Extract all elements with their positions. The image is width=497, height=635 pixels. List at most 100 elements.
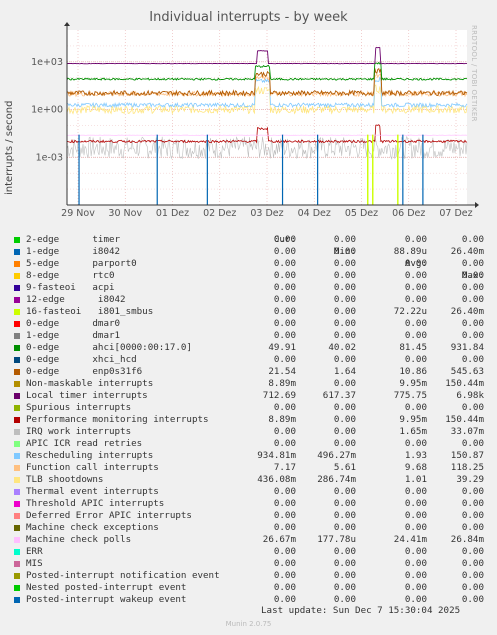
legend-max-value: 0.00 <box>461 354 484 365</box>
x-tick-label: 30 Nov <box>108 208 142 219</box>
legend-min-value: 0.00 <box>333 558 356 569</box>
legend-swatch <box>14 405 20 411</box>
legend-avg-value: 775.75 <box>393 390 427 401</box>
legend-avg-value: 0.00 <box>404 570 427 581</box>
legend-min-value: 0.00 <box>333 258 356 269</box>
legend-min-value: 617.37 <box>322 390 356 401</box>
legend-max-value: 0.00 <box>461 282 484 293</box>
legend-avg-value: 1.93 <box>404 450 427 461</box>
legend-swatch <box>14 453 20 459</box>
x-tick-label: 02 Dez <box>203 208 236 219</box>
legend-min-value: 0.00 <box>333 354 356 365</box>
x-axis-arrow <box>475 202 479 208</box>
legend-max-value: 0.00 <box>461 510 484 521</box>
legend-cur-value: 0.00 <box>273 330 296 341</box>
legend-row: Nested posted-interrupt event 0.00 0.00 0.0… <box>0 582 497 594</box>
legend-swatch <box>14 381 20 387</box>
series-perf-monitoring-line <box>66 124 468 144</box>
legend-cur-value: 0.00 <box>273 594 296 605</box>
legend-label: 0-edge enp0s31f6 <box>26 366 143 377</box>
last-update: Last update: Sun Dec 7 15:30:04 2025 <box>261 605 461 616</box>
legend-label: TLB shootdowns <box>26 474 104 485</box>
legend-min-value: 0.00 <box>333 438 356 449</box>
legend-swatch <box>14 321 20 327</box>
legend-min-value: 5.61 <box>333 462 356 473</box>
legend-row: 1-edge dmar1 0.00 0.00 0.00 0.00 <box>0 330 497 342</box>
legend-label: Performance monitoring interrupts <box>26 414 209 425</box>
legend-label: Nested posted-interrupt event <box>26 582 187 593</box>
legend-min-value: 177.78u <box>317 534 356 545</box>
legend-max-value: 26.40m <box>450 306 484 317</box>
legend-row: MIS 0.00 0.00 0.00 0.00 <box>0 558 497 570</box>
legend-label: ERR <box>26 546 43 557</box>
legend-swatch <box>14 561 20 567</box>
legend-swatch <box>14 393 20 399</box>
legend-min-value: 0.00 <box>333 246 356 257</box>
legend-cur-value: 8.89m <box>268 378 296 389</box>
legend-row: 16-fasteoi i801_smbus 0.00 0.00 72.22u 26.40… <box>0 306 497 318</box>
legend-row: Spurious interrupts 0.00 0.00 0.00 0.00 <box>0 402 497 414</box>
legend-label: Deferred Error APIC interrupts <box>26 510 192 521</box>
legend-swatch <box>14 345 20 351</box>
series-resched-line <box>66 76 468 109</box>
legend-min-value: 0.00 <box>333 570 356 581</box>
legend-min-value: 286.74m <box>317 474 356 485</box>
legend-avg-value: 0.00 <box>404 234 427 245</box>
legend-cur-value: 934.81m <box>257 450 296 461</box>
legend-avg-value: 0.00 <box>404 330 427 341</box>
legend-swatch <box>14 309 20 315</box>
legend-row: Non-maskable interrupts 8.89m 0.00 9.95m 150… <box>0 378 497 390</box>
legend-max-value: 26.84m <box>450 534 484 545</box>
legend-avg-value: 0.00 <box>404 510 427 521</box>
legend-swatch <box>14 369 20 375</box>
legend-avg-value: 0.00 <box>404 258 427 269</box>
legend-label: 0-edge dmar0 <box>26 318 121 329</box>
legend-header-row: Cur: Min: Avg: Max: <box>0 222 497 281</box>
legend-cur-value: 0.00 <box>273 582 296 593</box>
legend-label: Rescheduling interrupts <box>26 450 154 461</box>
legend-swatch <box>14 477 20 483</box>
legend-label: APIC ICR read retries <box>26 438 143 449</box>
x-tick-label: 05 Dez <box>345 208 378 219</box>
legend-avg-value: 0.00 <box>404 294 427 305</box>
legend-cur-value: 8.89m <box>268 414 296 425</box>
legend-cur-value: 0.00 <box>273 510 296 521</box>
legend-cur-value: 49.91 <box>268 342 296 353</box>
legend-row: Performance monitoring interrupts 8.89m 0.… <box>0 414 497 426</box>
legend-avg-value: 0.00 <box>404 498 427 509</box>
legend-row: Machine check polls 26.67m 177.78u 24.41m 26… <box>0 534 497 546</box>
legend-label: 8-edge rtc0 <box>26 270 115 281</box>
legend-swatch <box>14 297 20 303</box>
y-tick-label: 1e+00 <box>31 105 63 116</box>
legend-label: MIS <box>26 558 43 569</box>
legend-max-value: 150.87 <box>450 450 484 461</box>
legend-swatch <box>14 549 20 555</box>
legend-min-value: 0.00 <box>333 498 356 509</box>
legend-max-value: 0.00 <box>461 594 484 605</box>
legend-max-value: 0.00 <box>461 486 484 497</box>
legend-label: Threshold APIC interrupts <box>26 498 165 509</box>
legend-label: Machine check exceptions <box>26 522 159 533</box>
legend-swatch <box>14 285 20 291</box>
legend-cur-value: 0.00 <box>273 558 296 569</box>
legend-avg-value: 0.00 <box>404 270 427 281</box>
y-tick-label: 1e-03 <box>36 152 63 163</box>
legend-avg-value: 0.00 <box>404 282 427 293</box>
chart-title: Individual interrupts - by week <box>149 10 348 25</box>
legend-row: 1-edge i8042 0.00 0.00 88.89u 26.40m <box>0 246 497 258</box>
x-tick-label: 04 Dez <box>298 208 331 219</box>
legend-label: 2-edge timer <box>26 234 121 245</box>
header-cur: Cur: <box>273 234 296 245</box>
header-max: Max: <box>461 270 484 281</box>
legend-swatch <box>14 465 20 471</box>
legend-row: Threshold APIC interrupts 0.00 0.00 0.00 0.0… <box>0 498 497 510</box>
legend-max-value: 39.29 <box>456 474 484 485</box>
legend-max-value: 545.63 <box>450 366 484 377</box>
legend-label: Spurious interrupts <box>26 402 132 413</box>
x-tick-label: 01 Dez <box>156 208 189 219</box>
series-tlb-line <box>66 84 468 115</box>
legend-row: 8-edge rtc0 0.00 0.00 0.00 0.00 <box>0 270 497 282</box>
legend-avg-value: 81.45 <box>399 342 427 353</box>
legend-min-value: 0.00 <box>333 522 356 533</box>
legend-max-value: 0.00 <box>461 546 484 557</box>
